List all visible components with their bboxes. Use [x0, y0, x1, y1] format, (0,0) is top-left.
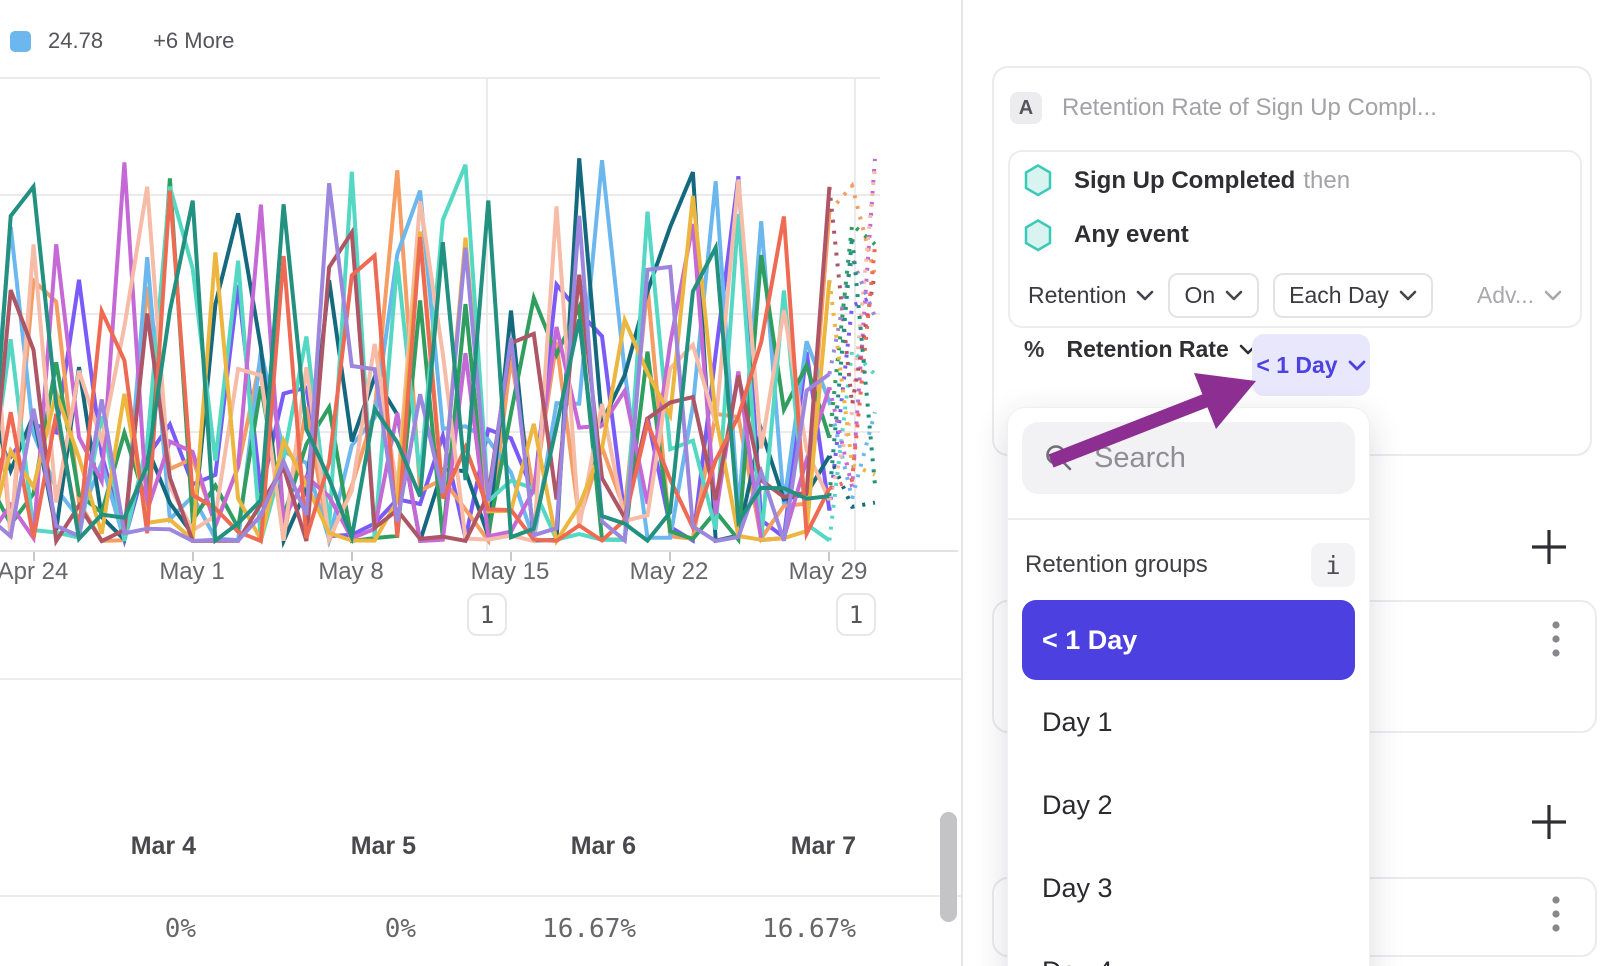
event-1-suffix: then [1303, 166, 1351, 194]
series-badge: A [1010, 92, 1042, 124]
measure-dropdown[interactable]: Retention [1028, 282, 1154, 309]
plus-icon [1532, 805, 1566, 839]
chart-series-line [827, 294, 876, 511]
card-menu-kebab-icon[interactable] [1551, 893, 1561, 939]
retention-bucket-dropdown[interactable]: < 1 Day [1252, 334, 1370, 396]
chart-legend[interactable]: 24.78 +6 More [10, 28, 234, 54]
x-axis-label: May 29 [788, 558, 868, 585]
legend-more-link[interactable]: +6 More [153, 28, 235, 53]
event-row-1[interactable]: Sign Up Completed then [1024, 164, 1568, 197]
legend-swatch-icon [10, 30, 31, 52]
chart-series-line [0, 183, 831, 545]
table-column-header: Mar 6 [570, 832, 636, 860]
dropdown-option[interactable]: Day 2 [1042, 790, 1113, 820]
event-hexagon-icon [1024, 164, 1052, 197]
table-cell-value: 0% [164, 914, 196, 944]
chevron-down-icon [1137, 290, 1154, 301]
panel-divider [961, 0, 963, 966]
table-header-divider [0, 895, 962, 897]
annotation-count-badge[interactable]: 1 [467, 593, 507, 636]
dropdown-group-header: Retention groups i [1025, 534, 1355, 596]
table-column-header: Mar 4 [130, 832, 196, 860]
retention-groups-dropdown-menu: Search Retention groups i < 1 Day Day 1 D… [1007, 407, 1370, 966]
dropdown-option[interactable]: Day 3 [1042, 873, 1113, 903]
percent-prefix: % [1024, 336, 1045, 362]
chevron-down-icon [1348, 360, 1365, 370]
table-column-header: Mar 5 [350, 832, 416, 860]
chart-series-line [827, 401, 877, 500]
dropdown-option[interactable]: Day 1 [1042, 707, 1113, 737]
chart-series-line [0, 181, 830, 545]
add-metric-button[interactable] [1527, 525, 1571, 569]
x-axis-tick [33, 551, 35, 561]
event-hexagon-icon [1024, 218, 1052, 251]
x-axis-label: May 22 [629, 558, 709, 585]
table-cell-value: 16.67% [542, 914, 636, 944]
x-axis-label: Apr 24 [0, 558, 69, 585]
search-input[interactable]: Search [1022, 422, 1355, 494]
vertical-scrollbar[interactable] [940, 812, 957, 922]
table-cell-value: 0% [384, 914, 416, 944]
x-axis-label: May 15 [470, 558, 550, 585]
event-definition-card: Sign Up Completed then Any event Retenti… [1008, 150, 1582, 328]
chevron-down-icon [1225, 290, 1243, 301]
metric-selector-row: % Retention Rate [1024, 336, 1257, 363]
card-menu-kebab-icon[interactable] [1551, 618, 1561, 664]
table-column-header: Mar 7 [790, 832, 856, 860]
retention-controls-row: Retention On Each Day Adv... [1024, 273, 1568, 318]
table-cell-value: 16.67% [762, 914, 856, 944]
annotation-count-badge[interactable]: 1 [836, 593, 876, 636]
event-row-2[interactable]: Any event [1024, 218, 1568, 252]
x-axis-tick [669, 551, 671, 561]
metric-card-a: A Retention Rate of Sign Up Compl... Sig… [992, 66, 1592, 456]
chart-series-line [828, 246, 877, 491]
chart-series-line [0, 186, 832, 547]
search-placeholder: Search [1094, 441, 1186, 474]
chevron-down-icon [1399, 290, 1417, 301]
chart-series-line [827, 166, 877, 501]
x-axis-tick [510, 551, 512, 561]
add-metric-button[interactable] [1527, 800, 1571, 844]
retention-line-chart [0, 77, 880, 551]
metric-title[interactable]: Retention Rate of Sign Up Compl... [1062, 94, 1437, 121]
chevron-down-icon [1544, 290, 1562, 301]
chart-axis-line [0, 550, 958, 552]
group-label: Retention groups [1025, 551, 1208, 578]
x-axis-label: May 1 [159, 558, 225, 585]
x-axis-tick [192, 551, 194, 561]
advanced-dropdown[interactable]: Adv... [1477, 282, 1562, 309]
event-2-name: Any event [1074, 221, 1189, 248]
x-axis-tick [828, 551, 830, 561]
plus-icon [1532, 530, 1566, 564]
dropdown-option[interactable]: Day 4 [1022, 930, 1355, 966]
legend-value: 24.78 [48, 28, 104, 53]
interval-dropdown[interactable]: Each Day [1273, 273, 1433, 318]
chart-series-line [827, 158, 877, 488]
metric-dropdown[interactable]: Retention Rate [1066, 336, 1229, 362]
section-divider [0, 678, 962, 680]
search-icon [1046, 445, 1072, 471]
dropdown-option-selected[interactable]: < 1 Day [1022, 600, 1355, 680]
event-1-name: Sign Up Completed [1074, 166, 1296, 194]
chart-series-line [827, 455, 876, 510]
dropdown-divider [1008, 518, 1369, 520]
chart-series-line [0, 178, 832, 545]
x-axis-label: May 8 [318, 558, 384, 585]
x-axis-tick [351, 551, 353, 561]
info-icon[interactable]: i [1311, 543, 1355, 587]
chart-series-line [827, 181, 877, 276]
chart-series-line [0, 190, 832, 544]
on-dropdown[interactable]: On [1168, 273, 1260, 318]
